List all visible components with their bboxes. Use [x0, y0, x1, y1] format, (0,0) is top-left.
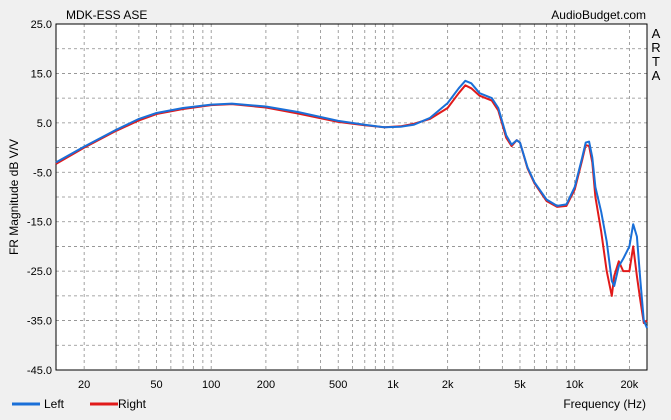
- series-line-left: [55, 79, 648, 329]
- x-axis-label: Frequency (Hz): [563, 397, 646, 411]
- x-tick-label: 500: [329, 379, 347, 391]
- y-tick-label: -35.0: [27, 316, 52, 328]
- grid-lines: [56, 23, 647, 371]
- source-label: AudioBudget.com: [551, 8, 646, 22]
- legend-label-left: Left: [44, 397, 65, 411]
- y-tick-label: 5.0: [37, 118, 52, 130]
- y-tick-label: -25.0: [27, 266, 52, 278]
- x-tick-label: 10k: [566, 379, 584, 391]
- y-tick-label: -15.0: [27, 217, 52, 229]
- x-tick-label: 1k: [387, 379, 399, 391]
- y-tick-label: -5.0: [33, 167, 52, 179]
- legend: Left Right: [12, 397, 147, 411]
- y-tick-labels: 25.0 15.0 5.0 -5.0 -15.0 -25.0 -35.0 -45.0: [27, 19, 52, 377]
- series-lines: [55, 79, 648, 329]
- x-tick-label: 200: [257, 379, 275, 391]
- x-tick-label: 2k: [442, 379, 454, 391]
- y-tick-label: 15.0: [31, 68, 52, 80]
- y-tick-label: 25.0: [31, 19, 52, 31]
- x-tick-label: 5k: [514, 379, 526, 391]
- x-tick-labels: 20 50 100 200 500 1k 2k 5k 10k 20k: [78, 379, 639, 391]
- x-tick-label: 20: [78, 379, 90, 391]
- x-tick-label: 20k: [621, 379, 639, 391]
- chart-title: MDK-ESS ASE: [66, 8, 147, 22]
- plot-border: [55, 23, 648, 371]
- legend-label-right: Right: [118, 397, 147, 411]
- y-tick-label: -45.0: [27, 365, 52, 377]
- x-tick-label: 50: [150, 379, 162, 391]
- y-axis-label: FR Magnitude dB V/V: [7, 139, 21, 255]
- x-tick-label: 100: [202, 379, 220, 391]
